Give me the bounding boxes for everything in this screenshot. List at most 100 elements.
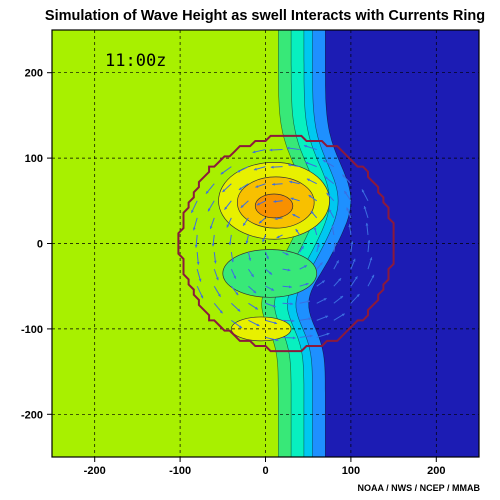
current-arrow xyxy=(299,300,311,304)
current-arrow xyxy=(333,242,337,253)
contour-line xyxy=(286,30,330,457)
y-tick-label: -100 xyxy=(21,324,43,336)
current-arrow xyxy=(213,268,219,281)
current-arrow xyxy=(350,258,356,270)
current-arrow xyxy=(361,189,369,202)
current-arrow xyxy=(282,268,291,272)
current-arrow xyxy=(196,251,200,265)
current-arrow xyxy=(265,285,275,291)
current-arrow xyxy=(228,234,232,246)
current-arrow xyxy=(367,274,375,287)
current-arrow xyxy=(350,276,358,287)
current-arrow xyxy=(224,200,232,211)
current-arrow xyxy=(289,180,300,185)
current-arrow xyxy=(316,315,329,321)
current-arrow xyxy=(230,268,237,279)
current-arrow xyxy=(287,163,300,168)
current-arrow xyxy=(350,241,354,253)
x-tick-label: -200 xyxy=(84,465,106,477)
contour-line xyxy=(274,30,318,457)
current-arrow xyxy=(270,165,283,169)
current-arrow xyxy=(299,265,308,270)
current-arrow xyxy=(367,257,373,270)
x-tick-label: -100 xyxy=(169,465,191,477)
current-arrow xyxy=(328,208,335,219)
current-arrow xyxy=(350,293,360,304)
current-arrow xyxy=(222,183,232,193)
current-arrow xyxy=(316,280,326,287)
current-arrow xyxy=(348,224,352,236)
current-arrow xyxy=(248,268,255,278)
current-arrow xyxy=(230,251,234,263)
current-arrow xyxy=(290,197,300,202)
contour-line xyxy=(308,30,352,457)
current-arrow xyxy=(265,302,276,308)
x-tick-label: 200 xyxy=(427,465,445,477)
current-arrow xyxy=(265,319,278,325)
current-arrow xyxy=(226,217,232,228)
current-arrow xyxy=(230,302,241,312)
current-arrow xyxy=(190,200,198,214)
plot-area xyxy=(52,30,479,457)
current-arrow xyxy=(313,226,318,236)
current-arrow xyxy=(282,336,296,340)
current-arrow xyxy=(316,261,323,270)
current-arrow xyxy=(262,234,266,243)
grid-lines xyxy=(52,30,479,457)
y-axis: 200 100 0 -100 -200 xyxy=(21,68,52,421)
current-arrow xyxy=(365,222,369,236)
current-arrow xyxy=(333,277,342,287)
current-arrow xyxy=(220,166,232,175)
current-arrow xyxy=(308,194,318,202)
current-arrow xyxy=(299,334,313,338)
current-arrow xyxy=(265,251,269,260)
current-vectors xyxy=(190,144,375,342)
x-axis: -200 -100 0 100 200 xyxy=(84,457,445,477)
current-arrow xyxy=(299,317,312,321)
current-arrow xyxy=(316,243,320,253)
current-arrow xyxy=(207,200,215,212)
current-arrow xyxy=(346,207,352,219)
current-arrow xyxy=(322,159,335,168)
current-arrow xyxy=(265,268,273,275)
current-arrow xyxy=(230,285,239,296)
current-arrow xyxy=(209,217,215,230)
current-arrow xyxy=(333,260,340,270)
current-arrow xyxy=(269,148,283,152)
current-arrow xyxy=(326,192,335,202)
current-arrow xyxy=(305,161,317,168)
current-arrow xyxy=(272,182,283,186)
current-arrow xyxy=(331,225,335,236)
current-arrow xyxy=(306,178,317,185)
current-arrow xyxy=(282,251,289,256)
current-arrow xyxy=(213,251,217,264)
current-arrow xyxy=(247,251,252,261)
credit-label: NOAA / NWS / NCEP / MMAB xyxy=(357,483,480,493)
y-tick-label: 0 xyxy=(37,239,43,251)
current-arrow xyxy=(255,183,266,188)
current-arrow xyxy=(282,302,294,306)
current-arrow xyxy=(273,200,283,203)
y-tick-label: -200 xyxy=(21,409,43,421)
current-arrow xyxy=(333,295,344,304)
time-label: 11:00z xyxy=(105,51,166,71)
current-arrow xyxy=(192,217,198,231)
current-arrow xyxy=(299,245,305,253)
current-arrow xyxy=(316,297,327,304)
current-arrow xyxy=(196,285,204,299)
current-arrow xyxy=(258,217,266,224)
current-arrow xyxy=(295,228,301,236)
current-arrow xyxy=(248,285,257,294)
current-arrow xyxy=(324,176,335,185)
current-arrow xyxy=(213,285,221,298)
current-arrow xyxy=(242,217,249,227)
current-arrow xyxy=(237,166,249,173)
current-arrow xyxy=(367,239,371,253)
currents-ring xyxy=(177,134,395,353)
x-tick-label: 100 xyxy=(342,465,360,477)
current-arrow xyxy=(276,234,283,239)
current-arrow xyxy=(310,210,318,219)
current-arrow xyxy=(333,313,345,321)
current-arrow xyxy=(292,213,300,219)
current-arrow xyxy=(282,319,295,323)
